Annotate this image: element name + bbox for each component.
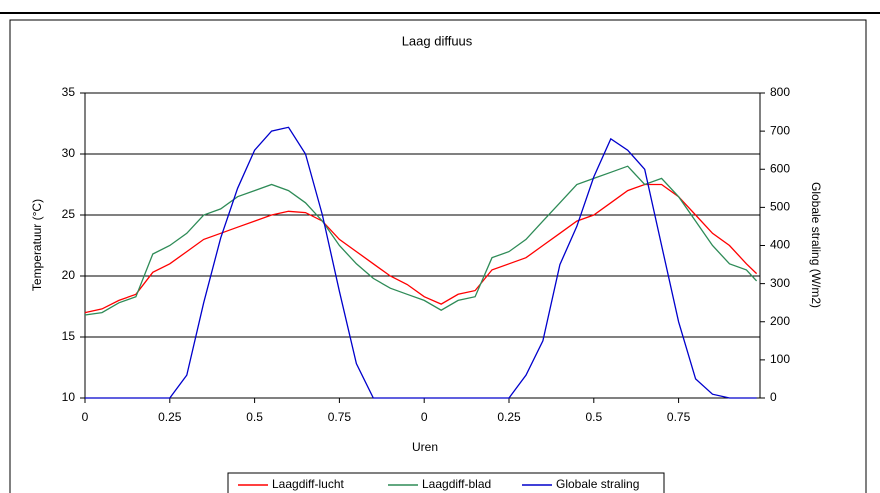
y2-tick-label: 0 bbox=[770, 390, 777, 404]
x-tick-label: 0.5 bbox=[246, 410, 263, 424]
x-tick-label: 0.75 bbox=[667, 410, 691, 424]
y-tick-label: 35 bbox=[62, 85, 76, 99]
y-axis-title: Temperatuur (°C) bbox=[30, 199, 44, 291]
chart-area bbox=[9, 19, 867, 493]
y2-tick-label: 500 bbox=[770, 200, 790, 214]
y-tick-label: 30 bbox=[62, 146, 76, 160]
x-axis-title: Uren bbox=[412, 440, 438, 454]
y2-tick-label: 800 bbox=[770, 85, 790, 99]
legend-label: Laagdiff-lucht bbox=[272, 477, 344, 491]
x-tick-label: 0.25 bbox=[497, 410, 521, 424]
legend bbox=[227, 472, 665, 493]
series-line bbox=[84, 183, 758, 314]
chart-title: Laag diffuus bbox=[402, 33, 473, 48]
legend-label: Laagdiff-blad bbox=[422, 477, 491, 491]
y2-tick-label: 400 bbox=[770, 238, 790, 252]
y2-tick-label: 700 bbox=[770, 123, 790, 137]
y-tick-label: 10 bbox=[62, 390, 76, 404]
x-tick-label: 0.25 bbox=[158, 410, 182, 424]
y2-tick-label: 600 bbox=[770, 161, 790, 175]
x-tick-label: 0.5 bbox=[585, 410, 602, 424]
y2-axis-title: Globale straling (W/m2) bbox=[809, 182, 823, 308]
y2-tick-label: 300 bbox=[770, 276, 790, 290]
series-line bbox=[84, 165, 758, 316]
x-tick-label: 0 bbox=[82, 410, 89, 424]
y-tick-label: 25 bbox=[62, 207, 76, 221]
y-tick-label: 20 bbox=[62, 268, 76, 282]
y-tick-label: 15 bbox=[62, 329, 76, 343]
x-tick-label: 0.75 bbox=[328, 410, 352, 424]
legend-label: Globale straling bbox=[556, 477, 639, 491]
series-line bbox=[85, 126, 757, 399]
y2-tick-label: 200 bbox=[770, 314, 790, 328]
x-tick-label: 0 bbox=[421, 410, 428, 424]
y2-tick-label: 100 bbox=[770, 352, 790, 366]
